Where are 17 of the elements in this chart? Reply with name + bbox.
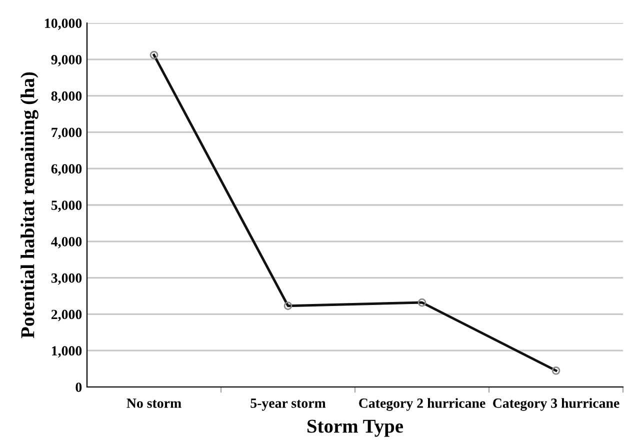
x-tick-label: Category 2 hurricane bbox=[359, 398, 486, 411]
y-tick-label: 6,000 bbox=[51, 164, 82, 176]
y-tick-label: 10,000 bbox=[45, 18, 82, 30]
y-tick-label: 7,000 bbox=[52, 128, 82, 140]
y-tick-label: 0 bbox=[76, 382, 82, 392]
y-tick-label: 3,000 bbox=[51, 273, 82, 285]
y-tick-label: 1,000 bbox=[52, 346, 82, 358]
y-tick-label: 9,000 bbox=[51, 54, 82, 66]
x-tick-label: 5-year storm bbox=[250, 398, 326, 411]
y-axis-title: Potential habitat remaining (ha) bbox=[20, 72, 38, 338]
x-tick-label: No storm bbox=[126, 398, 182, 408]
x-axis-title: Storm Type bbox=[308, 420, 404, 437]
y-tick-label: 4,000 bbox=[51, 236, 82, 248]
y-tick-label: 8,000 bbox=[51, 91, 82, 103]
x-tick-label: Category 3 hurricane bbox=[493, 398, 620, 411]
y-tick-label: 5,000 bbox=[51, 200, 82, 212]
y-tick-label: 2,000 bbox=[51, 310, 82, 322]
